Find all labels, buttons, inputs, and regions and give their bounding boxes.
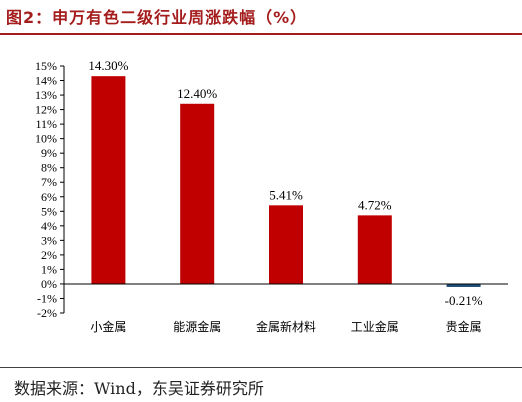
bar-1	[91, 76, 126, 284]
y-tick-label: 2%	[41, 248, 57, 262]
bar-4	[357, 215, 392, 284]
y-tick-label: -1%	[37, 291, 57, 305]
y-tick-label: 5%	[41, 204, 57, 218]
y-tick-label: 11%	[35, 117, 57, 131]
bar-5	[446, 283, 481, 287]
y-tick-label: 15%	[35, 59, 57, 73]
source-note: 数据来源：Wind，东吴证券研究所	[14, 379, 264, 398]
y-axis: -2%-1%0%1%2%3%4%5%6%7%8%9%10%11%12%13%14…	[35, 59, 65, 320]
bars-group: 14.30% 12.40% 5.41% 4.72% -0.21%	[88, 58, 482, 308]
y-tick-label: 8%	[41, 161, 57, 175]
y-tick-label: 12%	[35, 103, 57, 117]
data-label: -0.21%	[445, 293, 483, 308]
y-tick-label: 6%	[41, 190, 57, 204]
bar-chart: -2%-1%0%1%2%3%4%5%6%7%8%9%10%11%12%13%14…	[35, 58, 508, 334]
y-tick-label: 7%	[41, 175, 57, 189]
y-tick-label: 13%	[35, 88, 57, 102]
bar-3	[269, 205, 303, 284]
y-tick-label: 3%	[41, 233, 57, 247]
data-label: 4.72%	[358, 197, 392, 212]
source-divider	[0, 367, 522, 368]
data-label: 5.41%	[269, 187, 303, 202]
x-axis: 小金属 能源金属 金属新材料 工业金属 贵金属	[64, 283, 508, 334]
y-tick-label: 14%	[35, 74, 57, 88]
category-label: 小金属	[90, 319, 126, 334]
y-tick-label: -2%	[37, 306, 57, 320]
category-label: 贵金属	[446, 319, 482, 334]
category-label: 工业金属	[351, 319, 399, 334]
y-tick-label: 10%	[35, 132, 57, 146]
y-tick-label: 1%	[41, 262, 57, 276]
y-tick-label: 4%	[41, 219, 57, 233]
title-underline	[0, 33, 522, 35]
y-tick-label: 0%	[41, 277, 57, 291]
figure-title: 图2：申万有色二级行业周涨跌幅（%）	[6, 8, 308, 27]
data-label: 12.40%	[177, 86, 217, 101]
bar-2	[180, 103, 215, 284]
category-label: 能源金属	[173, 319, 221, 334]
data-label: 14.30%	[88, 58, 128, 73]
y-tick-label: 9%	[41, 146, 57, 160]
category-label: 金属新材料	[256, 319, 316, 334]
